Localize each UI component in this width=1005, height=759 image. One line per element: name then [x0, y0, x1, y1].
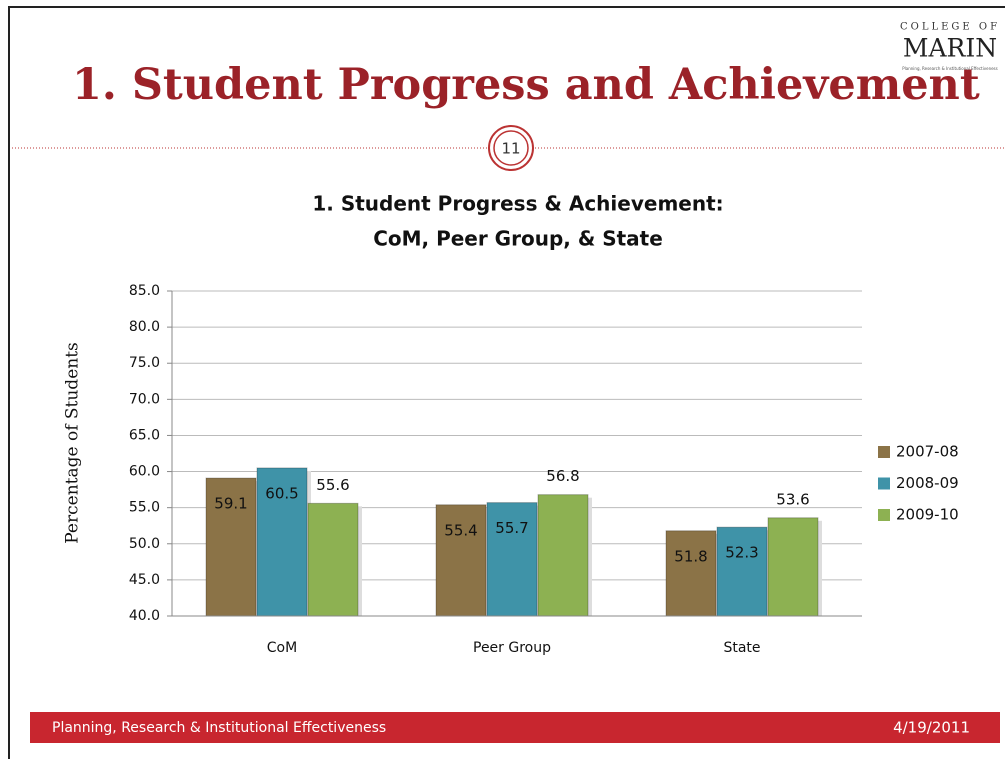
y-tick-label: 50.0	[129, 536, 160, 552]
legend-swatch	[878, 477, 890, 490]
data-label: 53.6	[776, 490, 809, 508]
y-tick-label: 75.0	[129, 355, 160, 371]
legend-label: 2009-10	[896, 506, 959, 524]
footer-bar	[30, 712, 1000, 743]
footer-left: Planning, Research & Institutional Effec…	[52, 720, 386, 736]
y-tick-label: 65.0	[129, 427, 160, 443]
bar	[435, 504, 487, 617]
x-tick-label: State	[723, 640, 760, 656]
logo-main: MARIN	[903, 34, 997, 63]
bar	[256, 467, 308, 617]
logo-top: COLLEGE OF	[900, 22, 1000, 33]
y-tick-label: 55.0	[129, 500, 160, 516]
legend-label: 2008-09	[896, 474, 959, 492]
footer-right: 4/19/2011	[893, 719, 970, 737]
data-label: 55.4	[444, 521, 477, 539]
y-axis-label: Percentage of Students	[63, 342, 83, 544]
data-label: 51.8	[674, 547, 707, 565]
y-tick-label: 40.0	[129, 608, 160, 624]
bar	[716, 526, 768, 617]
y-tick-label: 85.0	[129, 283, 160, 299]
x-tick-label: Peer Group	[473, 640, 551, 656]
data-label: 55.7	[495, 519, 528, 537]
slide-frame	[8, 6, 1005, 759]
logo-sub: Planning, Research & Institutional Effec…	[902, 66, 997, 71]
page-number: 11	[501, 140, 520, 158]
bar	[486, 502, 538, 617]
data-label: 52.3	[725, 544, 758, 562]
y-tick-label: 70.0	[129, 391, 160, 407]
bar	[767, 517, 819, 617]
chart-title: 1. Student Progress & Achievement:	[312, 192, 723, 216]
y-tick-label: 60.0	[129, 464, 160, 480]
slide-title: 1. Student Progress and Achievement	[72, 60, 980, 110]
bar	[307, 502, 359, 617]
chart-title: CoM, Peer Group, & State	[373, 227, 663, 251]
bar	[665, 530, 717, 617]
legend-label: 2007-08	[896, 443, 959, 461]
data-label: 55.6	[316, 476, 349, 494]
legend-swatch	[878, 446, 890, 458]
y-tick-label: 45.0	[129, 572, 160, 588]
bar	[537, 494, 589, 617]
x-tick-label: CoM	[267, 640, 297, 656]
legend-swatch	[878, 509, 890, 521]
data-label: 56.8	[546, 467, 579, 485]
y-tick-label: 80.0	[129, 319, 160, 335]
data-label: 59.1	[214, 495, 247, 513]
page-circle	[493, 130, 529, 166]
data-label: 60.5	[265, 484, 298, 502]
